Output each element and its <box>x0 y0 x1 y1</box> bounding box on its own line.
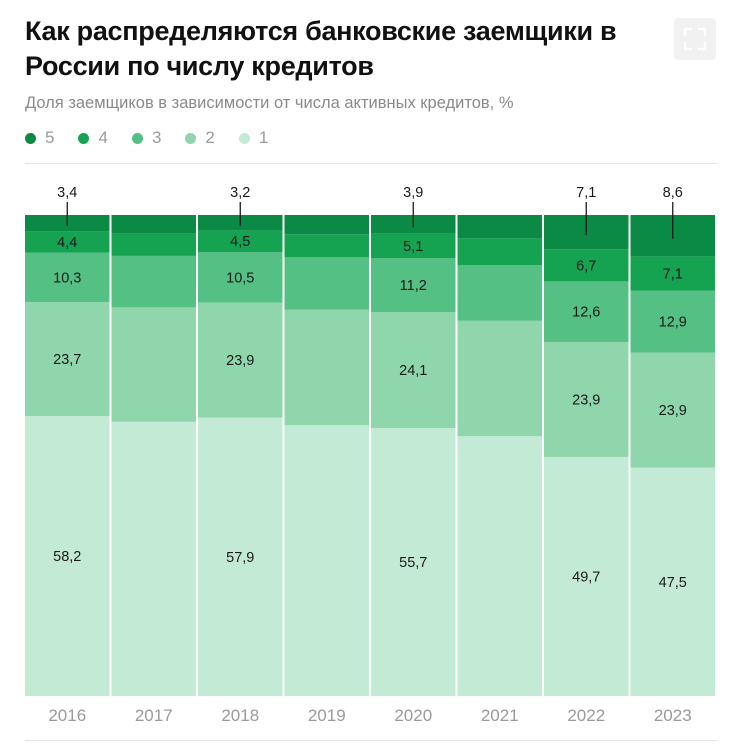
x-tick-label-2017: 2017 <box>135 706 173 725</box>
bar-segment-2021-4 <box>457 238 542 266</box>
bar-segment-2022-4 <box>544 249 629 282</box>
legend-label: 3 <box>151 128 162 147</box>
bar-segment-2017-2 <box>111 307 196 422</box>
legend-swatch-icon <box>185 132 197 144</box>
chart-legend: 5 4 3 2 1 <box>25 128 292 148</box>
data-label-2018-1: 57,9 <box>226 550 254 566</box>
legend-item-2: 2 <box>185 128 215 148</box>
bar-segment-2016-2 <box>25 302 110 417</box>
data-label-2018-4: 4,5 <box>230 234 250 250</box>
bar-segment-2017-5 <box>111 215 196 234</box>
x-tick-label-2016: 2016 <box>48 706 86 725</box>
bar-segment-2020-3 <box>371 258 456 313</box>
data-label-2022-5: 7,1 <box>576 185 596 201</box>
data-label-2023-2: 23,9 <box>659 403 687 419</box>
bar-segment-2021-5 <box>457 215 542 239</box>
bar-segment-2017-4 <box>111 233 196 256</box>
bar-segment-2016-3 <box>25 252 110 303</box>
data-label-2018-5: 3,2 <box>230 185 250 201</box>
data-label-2016-1: 58,2 <box>53 549 81 565</box>
bar-segment-2023-2 <box>630 352 715 468</box>
data-label-2022-4: 6,7 <box>576 258 596 274</box>
bar-segment-2022-3 <box>544 281 629 342</box>
bar-segment-2019-5 <box>284 215 369 235</box>
legend-label: 1 <box>258 128 269 147</box>
data-label-2016-3: 10,3 <box>53 270 81 286</box>
bar-segment-2018-3 <box>198 252 283 303</box>
legend-item-4: 4 <box>78 128 108 148</box>
bar-segment-2023-1 <box>630 467 715 696</box>
bar-segment-2022-1 <box>544 456 629 696</box>
bar-column-2016: 58,2 23,7 10,3 4,4 3,4 <box>25 185 110 696</box>
chart-subtitle: Доля заемщиков в зависимости от числа ак… <box>25 94 514 112</box>
bar-segment-2016-1 <box>25 416 110 696</box>
legend-label: 4 <box>98 128 108 147</box>
bar-column-2018: 57,9 23,9 10,5 4,5 3,2 <box>198 185 283 696</box>
bar-segment-2018-1 <box>198 417 283 696</box>
bar-segment-2019-1 <box>284 425 369 696</box>
bar-segment-2019-3 <box>284 257 369 310</box>
legend-item-5: 5 <box>25 128 54 148</box>
bar-column-2019 <box>284 215 369 696</box>
bar-column-2020: 55,7 24,1 11,2 5,1 3,9 <box>371 185 456 696</box>
x-tick-label-2020: 2020 <box>394 706 432 725</box>
x-tick-label-2019: 2019 <box>308 706 346 725</box>
bar-segment-2016-4 <box>25 231 110 253</box>
data-label-2016-5: 3,4 <box>57 185 77 201</box>
data-label-2020-5: 3,9 <box>403 185 423 201</box>
bar-segment-2021-3 <box>457 265 542 321</box>
data-label-2016-2: 23,7 <box>53 352 81 368</box>
data-label-2023-5: 8,6 <box>663 185 683 201</box>
data-label-2020-4: 5,1 <box>403 239 423 255</box>
bar-segment-2020-4 <box>371 233 456 259</box>
fullscreen-button[interactable] <box>674 18 716 60</box>
x-tick-label-2022: 2022 <box>567 706 605 725</box>
bar-segment-2021-2 <box>457 320 542 437</box>
data-label-2023-4: 7,1 <box>663 266 683 282</box>
data-label-2018-3: 10,5 <box>226 270 254 286</box>
data-label-2016-4: 4,4 <box>57 235 77 251</box>
bar-segment-2020-1 <box>371 428 456 696</box>
bar-segment-2020-2 <box>371 312 456 429</box>
bar-segment-2019-2 <box>284 309 369 426</box>
x-tick-label-2021: 2021 <box>481 706 519 725</box>
top-divider <box>25 163 717 164</box>
data-label-2022-2: 23,9 <box>572 392 600 408</box>
bar-segment-2019-4 <box>284 234 369 258</box>
bar-segment-2023-4 <box>630 256 715 291</box>
x-tick-label-2018: 2018 <box>221 706 259 725</box>
bottom-divider <box>25 740 717 741</box>
bar-segment-2017-1 <box>111 421 196 696</box>
data-label-2020-2: 24,1 <box>399 363 427 379</box>
chart-title: Как распределяются банковские заемщики в… <box>25 16 617 81</box>
legend-swatch-icon <box>25 132 36 144</box>
legend-swatch-icon <box>238 132 250 144</box>
x-tick-label-2023: 2023 <box>654 706 692 725</box>
data-label-2022-3: 12,6 <box>572 305 600 321</box>
bar-segment-2018-2 <box>198 302 283 418</box>
data-label-2023-3: 12,9 <box>659 315 687 331</box>
data-label-2023-1: 47,5 <box>659 575 687 591</box>
bar-column-2021 <box>457 215 542 696</box>
bar-segment-2023-3 <box>630 290 715 353</box>
bar-segment-2017-3 <box>111 255 196 308</box>
bar-segment-2022-2 <box>544 341 629 457</box>
bar-segment-2018-4 <box>198 230 283 253</box>
bar-column-2022: 49,7 23,9 12,6 6,7 7,1 <box>544 185 629 696</box>
data-label-2020-3: 11,2 <box>400 278 427 294</box>
bar-segment-2021-1 <box>457 436 542 696</box>
legend-item-1: 1 <box>238 128 269 148</box>
data-label-2020-1: 55,7 <box>399 555 427 571</box>
legend-label: 2 <box>205 128 215 147</box>
legend-swatch-icon <box>131 132 143 144</box>
bar-column-2023: 47,5 23,9 12,9 7,1 8,6 <box>630 185 715 696</box>
legend-swatch-icon <box>78 132 90 144</box>
data-label-2022-1: 49,7 <box>572 569 600 585</box>
fullscreen-expand-icon <box>683 27 707 51</box>
bar-column-2017 <box>111 215 196 696</box>
data-label-2018-2: 23,9 <box>226 353 254 369</box>
legend-item-3: 3 <box>131 128 162 148</box>
legend-label: 5 <box>45 128 55 147</box>
